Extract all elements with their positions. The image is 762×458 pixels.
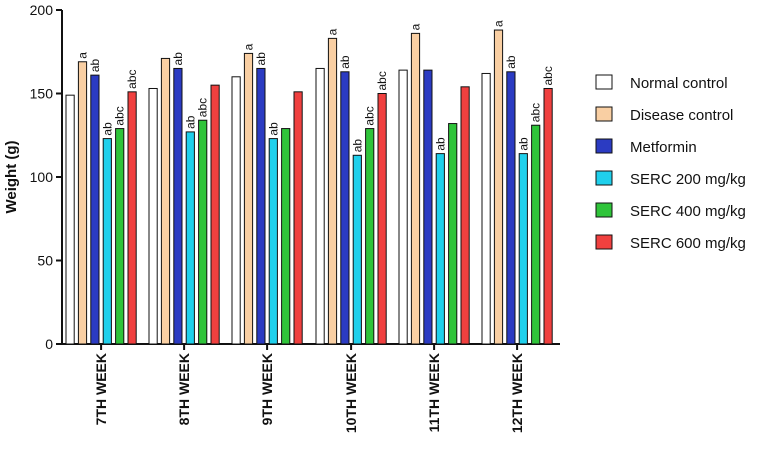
bar-serc-200-mg-kg-9th-week bbox=[268, 138, 278, 345]
significance-label: ab bbox=[433, 137, 447, 151]
bar-metformin-11th-week bbox=[423, 69, 433, 345]
x-tick-label-7th-week: 7TH WEEK bbox=[93, 353, 109, 425]
significance-label: ab bbox=[100, 122, 114, 136]
bar-serc-600-mg-kg-12th-week bbox=[543, 87, 553, 345]
legend-swatch-metformin bbox=[595, 138, 613, 154]
significance-label: abc bbox=[529, 103, 543, 122]
bar-normal-control-8th-week bbox=[148, 87, 158, 345]
axes: 0 50 100 150 200 Weight (g) 7TH WEEK 8TH WEEK 9T… bbox=[3, 2, 560, 433]
bar-normal-control-11th-week bbox=[398, 69, 408, 345]
bar-serc-600-mg-kg-8th-week bbox=[210, 84, 220, 345]
bar-disease-control-10th-week bbox=[327, 37, 338, 345]
bar-normal-control-10th-week bbox=[315, 67, 325, 345]
significance-label: ab bbox=[254, 52, 268, 66]
bar-disease-control-9th-week bbox=[243, 52, 254, 345]
x-tick-label-12th-week: 12TH WEEK bbox=[509, 353, 525, 433]
bar-serc-400-mg-kg-10th-week bbox=[365, 128, 375, 345]
significance-label: a bbox=[242, 43, 256, 50]
legend-swatch-normal-control bbox=[595, 74, 613, 90]
bar-serc-600-mg-kg-7th-week bbox=[127, 91, 137, 345]
significance-label: ab bbox=[350, 139, 364, 153]
legend-label-serc-600-mg-kg: SERC 600 mg/kg bbox=[630, 235, 746, 252]
significance-label: abc bbox=[363, 106, 377, 125]
significance-label: ab bbox=[338, 55, 352, 69]
y-tick-label: 100 bbox=[30, 169, 54, 185]
significance-label: abc bbox=[375, 71, 389, 90]
bar-serc-200-mg-kg-7th-week bbox=[102, 138, 112, 345]
significance-label: a bbox=[409, 23, 423, 30]
y-axis-title: Weight (g) bbox=[3, 140, 20, 213]
bar-metformin-9th-week bbox=[256, 67, 266, 345]
bar-serc-400-mg-kg-7th-week bbox=[115, 128, 125, 345]
significance-label: a bbox=[326, 28, 340, 35]
bar-serc-600-mg-kg-10th-week bbox=[377, 93, 387, 345]
bar-serc-200-mg-kg-10th-week bbox=[352, 154, 362, 345]
legend: Normal control Disease control Metformin SE… bbox=[595, 74, 746, 252]
significance-label: ab bbox=[183, 115, 197, 129]
bar-serc-400-mg-kg-11th-week bbox=[448, 123, 458, 345]
legend-label-metformin: Metformin bbox=[630, 139, 697, 156]
legend-label-disease-control: Disease control bbox=[630, 107, 733, 124]
y-tick-label: 150 bbox=[30, 86, 54, 102]
bar-serc-200-mg-kg-11th-week bbox=[435, 153, 445, 345]
legend-label-normal-control: Normal control bbox=[630, 75, 728, 92]
legend-label-serc-400-mg-kg: SERC 400 mg/kg bbox=[630, 203, 746, 220]
x-tick-label-8th-week: 8TH WEEK bbox=[176, 353, 192, 425]
significance-label: ab bbox=[266, 122, 280, 136]
bar-metformin-12th-week bbox=[506, 71, 516, 345]
bar-normal-control-12th-week bbox=[481, 72, 491, 345]
x-tick-label-11th-week: 11TH WEEK bbox=[426, 353, 442, 432]
y-tick-label: 200 bbox=[30, 2, 54, 18]
significance-label: abc bbox=[125, 69, 139, 88]
x-tick-label-10th-week: 10TH WEEK bbox=[343, 353, 359, 433]
bar-serc-400-mg-kg-8th-week bbox=[198, 119, 208, 345]
bar-serc-400-mg-kg-12th-week bbox=[531, 124, 541, 345]
bar-serc-400-mg-kg-9th-week bbox=[281, 128, 291, 345]
legend-swatch-disease-control bbox=[595, 106, 613, 122]
bar-disease-control-11th-week bbox=[410, 32, 421, 345]
significance-label: ab bbox=[171, 52, 185, 66]
legend-swatch-serc-600-mg-kg bbox=[595, 234, 613, 250]
y-tick-label: 0 bbox=[45, 336, 53, 352]
bar-normal-control-7th-week bbox=[65, 94, 75, 345]
bar-serc-600-mg-kg-11th-week bbox=[460, 86, 470, 345]
bar-disease-control-7th-week bbox=[77, 61, 88, 345]
bar-metformin-7th-week bbox=[90, 74, 100, 345]
bar-serc-200-mg-kg-8th-week bbox=[185, 131, 195, 345]
significance-label: abc bbox=[113, 106, 127, 125]
y-tick-label: 50 bbox=[37, 253, 53, 269]
bar-normal-control-9th-week bbox=[231, 76, 241, 345]
legend-swatch-serc-400-mg-kg bbox=[595, 202, 613, 218]
bar-disease-control-8th-week bbox=[160, 57, 171, 345]
significance-label: abc bbox=[196, 98, 210, 117]
legend-swatch-serc-200-mg-kg bbox=[595, 170, 613, 186]
legend-label-serc-200-mg-kg: SERC 200 mg/kg bbox=[630, 171, 746, 188]
bar-serc-600-mg-kg-9th-week bbox=[293, 91, 303, 345]
significance-label: ab bbox=[88, 58, 102, 72]
significance-label: a bbox=[492, 20, 506, 27]
bar-metformin-8th-week bbox=[173, 67, 183, 345]
significance-label: abc bbox=[541, 66, 555, 85]
bar-serc-200-mg-kg-12th-week bbox=[518, 153, 528, 345]
bar-metformin-10th-week bbox=[340, 71, 350, 345]
significance-label: a bbox=[76, 52, 90, 59]
x-tick-label-9th-week: 9TH WEEK bbox=[259, 353, 275, 425]
bar-disease-control-12th-week bbox=[493, 29, 504, 345]
significance-label: ab bbox=[516, 137, 530, 151]
significance-label: ab bbox=[504, 55, 518, 69]
